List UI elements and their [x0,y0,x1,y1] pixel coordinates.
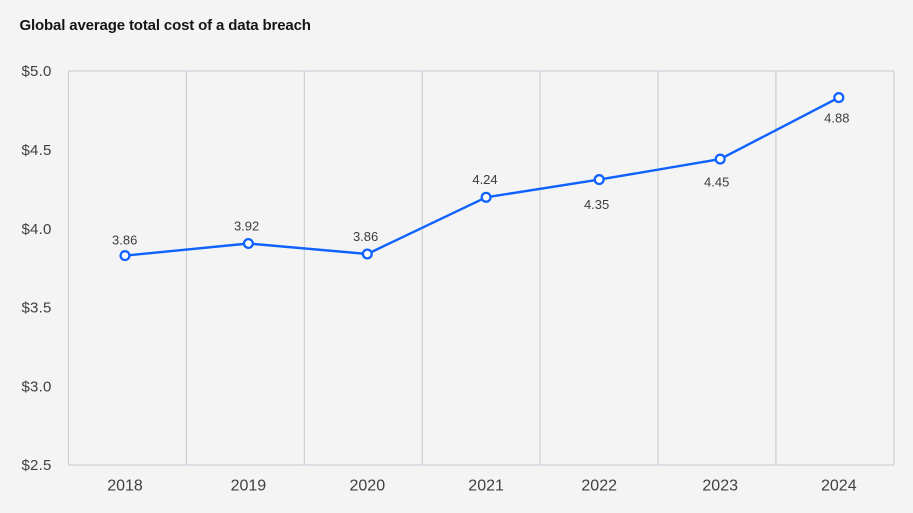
svg-text:2018: 2018 [107,478,143,495]
svg-text:4.24: 4.24 [472,172,497,187]
svg-text:$4.0: $4.0 [22,221,52,238]
svg-text:$3.5: $3.5 [22,300,52,317]
svg-text:2021: 2021 [468,478,504,495]
svg-text:3.86: 3.86 [353,229,378,244]
svg-text:Global average total cost of a: Global average total cost of a data brea… [20,17,311,34]
svg-text:$5.0: $5.0 [22,63,52,80]
svg-text:3.92: 3.92 [234,219,259,234]
svg-text:2022: 2022 [581,478,617,495]
svg-text:$4.5: $4.5 [22,142,52,159]
svg-text:4.35: 4.35 [584,197,609,212]
svg-text:3.86: 3.86 [112,233,137,248]
svg-text:2024: 2024 [821,478,857,495]
svg-text:4.88: 4.88 [824,110,849,125]
svg-text:2020: 2020 [350,478,386,495]
svg-text:2019: 2019 [231,478,267,495]
svg-text:$2.5: $2.5 [22,457,52,474]
svg-text:4.45: 4.45 [704,175,729,190]
svg-text:$3.0: $3.0 [22,378,52,395]
svg-text:2023: 2023 [702,478,738,495]
